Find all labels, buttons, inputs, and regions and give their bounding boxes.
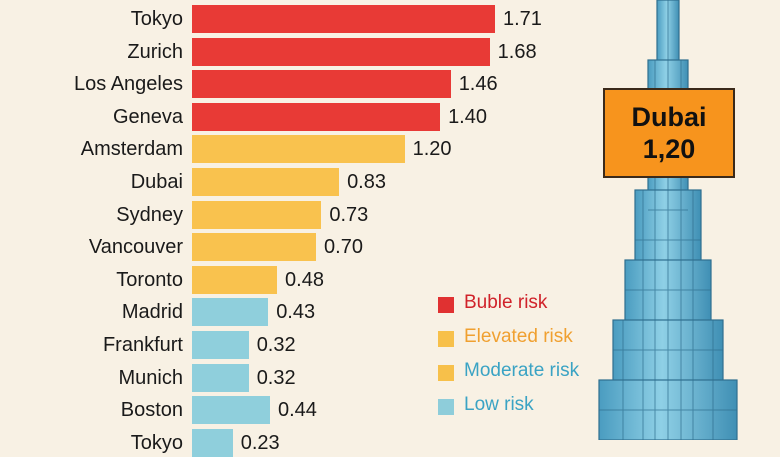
value-label: 1.71	[503, 8, 542, 30]
value-label: 1.68	[497, 40, 537, 63]
legend-label: Elevated risk	[464, 326, 573, 347]
bar	[192, 265, 278, 294]
bar	[192, 233, 317, 262]
value-label: 1.40	[448, 105, 487, 128]
value-label: 0.44	[277, 399, 317, 422]
category-label: Madrid	[121, 301, 183, 324]
category-label: Amsterdam	[80, 138, 183, 161]
legend-swatch	[438, 297, 454, 313]
category-label: Frankfurt	[102, 334, 183, 356]
category-label: Los Angeles	[74, 73, 183, 96]
burj-khalifa-illustration	[598, 0, 738, 440]
bar	[192, 396, 270, 425]
category-label: Boston	[120, 399, 183, 422]
bar	[192, 200, 322, 229]
value-label: 0.23	[240, 431, 280, 454]
legend-swatch	[438, 331, 454, 347]
bar	[192, 5, 495, 33]
value-label: 0.32	[256, 334, 296, 356]
dubai-callout-box: Dubai 1,20	[603, 88, 735, 178]
bar	[192, 135, 405, 164]
legend-swatch	[438, 399, 454, 415]
bar	[192, 363, 249, 392]
legend-label: Low risk	[464, 394, 534, 415]
bar	[192, 102, 441, 131]
legend-label: Moderate risk	[464, 360, 580, 381]
category-label: Toronto	[116, 268, 183, 291]
bar	[192, 428, 233, 457]
value-label: 0.32	[256, 366, 296, 389]
value-label: 0.83	[347, 171, 386, 193]
category-label: Tokyo	[130, 8, 183, 30]
callout-value: 1,20	[642, 134, 696, 164]
value-label: 1.46	[458, 73, 498, 96]
value-label: 0.48	[285, 268, 324, 291]
value-label: 1.20	[412, 138, 452, 161]
bar	[192, 37, 490, 66]
value-label: 0.43	[276, 301, 316, 324]
category-label: Munich	[118, 366, 183, 389]
category-label: Tokyo	[130, 431, 183, 454]
bar	[192, 70, 451, 99]
category-label: Vancouver	[88, 236, 183, 259]
legend-swatch	[438, 365, 454, 381]
category-label: Sydney	[116, 203, 183, 226]
value-label: 0.70	[324, 236, 363, 259]
bar	[192, 298, 269, 327]
category-label: Geneva	[112, 105, 183, 128]
bar	[192, 168, 340, 196]
category-label: Zurich	[127, 40, 183, 63]
legend-label: Buble risk	[464, 292, 548, 313]
value-label: 0.73	[329, 203, 369, 226]
category-label: Dubai	[130, 171, 183, 193]
bar	[192, 331, 249, 359]
callout-city: Dubai	[631, 102, 707, 132]
